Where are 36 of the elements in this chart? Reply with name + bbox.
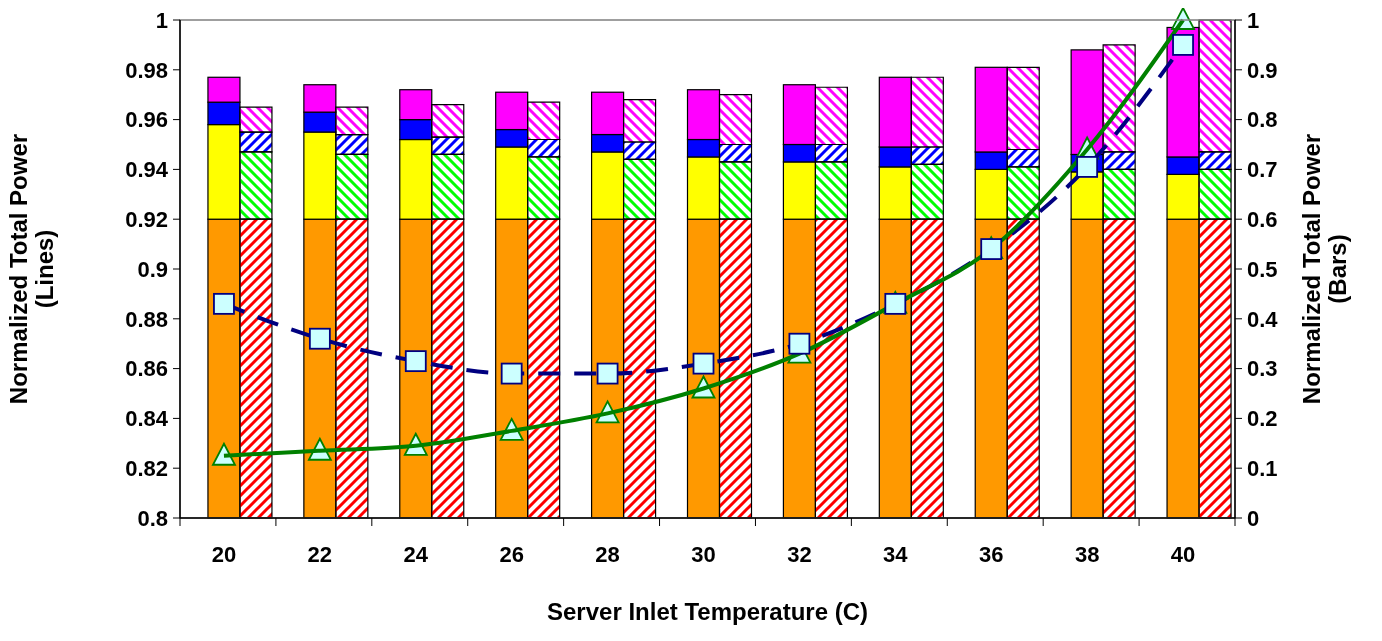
y-tick-label: 0.86: [125, 356, 168, 382]
y-tick-label: 1: [155, 7, 168, 33]
y-tick-label: 0.88: [125, 306, 168, 332]
y-axis-title: Normalized Total Power (Lines): [4, 133, 59, 405]
y2-tick-label: 0.8: [1247, 107, 1278, 133]
x-tick-label: 22: [307, 542, 333, 567]
x-tick-label: 28: [595, 542, 620, 567]
y-tick-label: 0.98: [125, 57, 168, 83]
x-tick-label: 34: [883, 542, 909, 567]
y2-tick-label: 0.6: [1247, 206, 1278, 232]
y2-tick-label: 1: [1247, 7, 1260, 33]
y-tick-label: 0.8: [137, 505, 168, 531]
y-tick-label: 0.84: [125, 406, 169, 432]
x-tick-label: 36: [978, 542, 1004, 567]
y2-tick-label: 0.9: [1247, 57, 1278, 83]
y2-tick-label: 0: [1247, 505, 1260, 531]
y-tick-label: 0.9: [137, 256, 168, 282]
y2-tick-label: 0.4: [1247, 306, 1279, 332]
y2-tick-label: 0.3: [1247, 356, 1278, 382]
y-tick-label: 0.92: [125, 206, 168, 232]
y2-tick-label: 0.5: [1247, 256, 1278, 282]
y2-tick-label: 0.7: [1247, 157, 1278, 183]
y-tick-label: 0.94: [125, 157, 169, 183]
y2-tick-label: 0.1: [1247, 455, 1278, 481]
x-tick-label: 26: [499, 542, 524, 567]
x-tick-label: 30: [691, 542, 716, 567]
y-tick-label: 0.82: [125, 455, 168, 481]
y2-axis-title: Normalized Total Power (Bars): [1297, 133, 1352, 405]
x-tick-label: 24: [403, 542, 429, 567]
x-axis-title: Server Inlet Temperature (C): [547, 598, 868, 625]
x-tick-label: 40: [1170, 542, 1196, 567]
x-tick-label: 38: [1074, 542, 1100, 567]
y-tick-label: 0.96: [125, 107, 168, 133]
x-tick-label: 20: [211, 542, 237, 567]
x-tick-label: 32: [787, 542, 812, 567]
y2-tick-label: 0.2: [1247, 406, 1278, 432]
